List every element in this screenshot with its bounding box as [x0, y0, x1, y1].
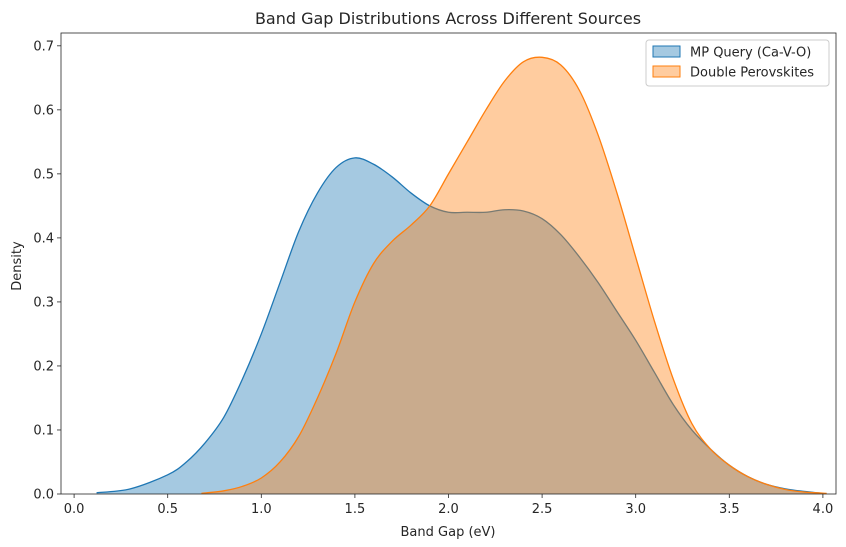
y-tick-label: 0.3: [33, 295, 54, 310]
y-tick-label: 0.0: [33, 488, 54, 503]
legend-swatch-0: [652, 45, 681, 58]
x-tick-label: 1.0: [251, 502, 272, 517]
y-tick-label: 0.2: [33, 359, 54, 374]
legend-label-0: MP Query (Ca-V-O): [690, 46, 811, 61]
y-tick-label: 0.5: [33, 167, 54, 182]
legend-box: [645, 39, 830, 87]
x-tick-label: 4.0: [813, 502, 834, 517]
x-tick-label: 3.5: [719, 502, 740, 517]
x-axis-label: Band Gap (eV): [401, 525, 496, 540]
x-axis-ticks: 0.0 0.5 1.0 1.5 2.0 2.5 3.0 3.5 4.0: [64, 494, 833, 517]
series-line-1: [201, 56, 827, 495]
legend-swatch-1: [652, 65, 681, 78]
x-tick-label: 1.5: [345, 502, 366, 517]
y-tick-label: 0.1: [33, 423, 54, 438]
plot-series: [96, 56, 827, 495]
y-tick-label: 0.4: [33, 231, 54, 246]
legend: MP Query (Ca-V-O) Double Perovskites: [645, 39, 830, 87]
y-axis-label: Density: [10, 241, 25, 291]
y-tick-label: 0.7: [33, 39, 54, 54]
x-tick-label: 2.0: [438, 502, 459, 517]
series-area-0: [96, 157, 823, 495]
series-area-1: [201, 57, 827, 495]
x-tick-label: 0.0: [64, 502, 85, 517]
legend-label-1: Double Perovskites: [690, 66, 814, 81]
y-tick-label: 0.6: [33, 103, 54, 118]
x-tick-label: 2.5: [532, 502, 553, 517]
y-axis-ticks: 0.0 0.1 0.2 0.3 0.4 0.5 0.6 0.7: [33, 39, 61, 503]
x-tick-label: 3.0: [625, 502, 646, 517]
x-tick-label: 0.5: [157, 502, 178, 517]
chart-title: Band Gap Distributions Across Different …: [255, 9, 641, 28]
